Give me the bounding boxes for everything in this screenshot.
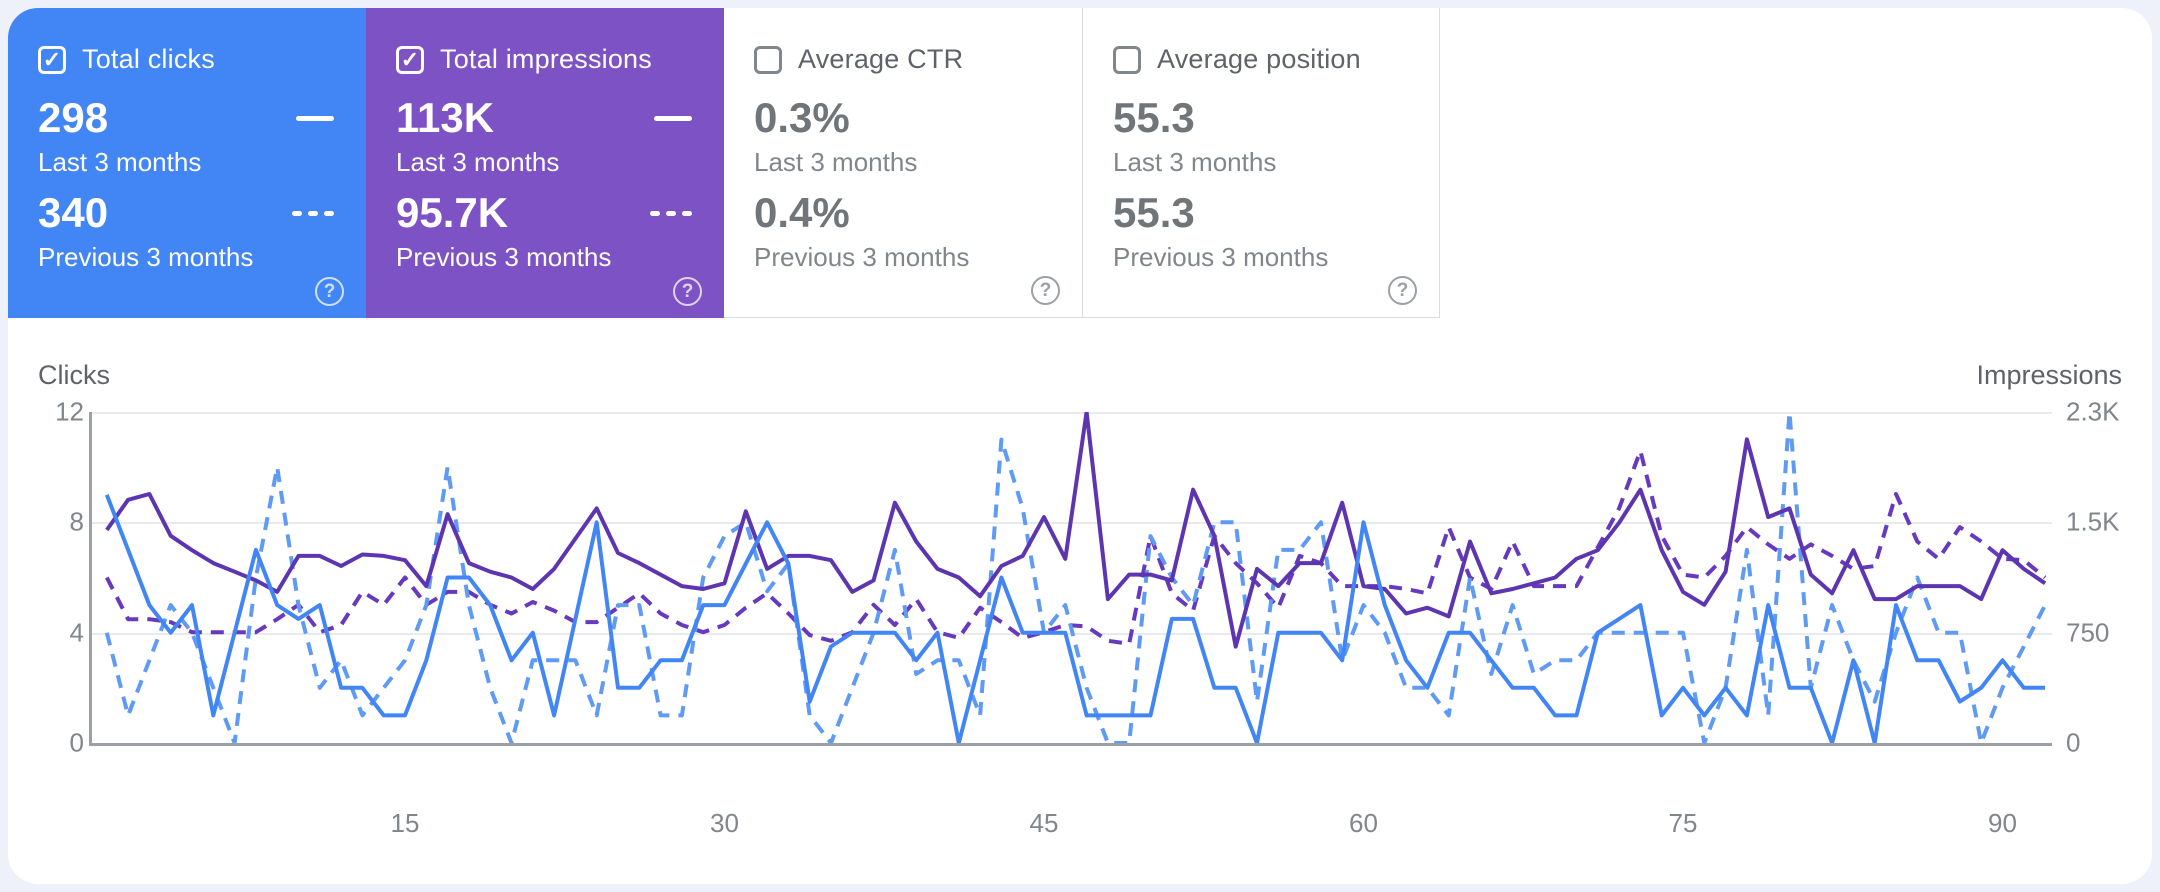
axis-tick-label: 0 [2066, 727, 2081, 758]
x-axis-line [89, 743, 2052, 746]
series-dashed-clicks [104, 412, 2047, 743]
metric-card-header: ✓ Total impressions [396, 44, 700, 75]
current-period-label: Last 3 months [38, 147, 202, 177]
current-value-row: 55.3 [1113, 97, 1415, 139]
help-icon[interactable]: ? [1388, 276, 1417, 305]
previous-value: 340 [38, 189, 109, 236]
axis-tick-label: 1.5K [2066, 506, 2120, 537]
dashed-line-legend-icon [650, 210, 692, 216]
x-axis-tick-label: 30 [710, 808, 739, 838]
series-solid-clicks [104, 494, 2046, 743]
metric-checkbox[interactable] [754, 45, 782, 74]
metric-card-header: ✓ Total clicks [38, 44, 342, 75]
current-value-row: 298 [38, 97, 342, 139]
current-value: 0.3% [754, 94, 850, 141]
current-value: 55.3 [1113, 94, 1195, 141]
gridline [92, 412, 2052, 414]
current-value-row: 113K [396, 97, 700, 139]
metric-card-average-position[interactable]: Average position 55.3 Last 3 months 55.3… [1082, 8, 1440, 318]
current-period-label: Last 3 months [396, 147, 560, 177]
current-value: 298 [38, 94, 109, 141]
current-period-label: Last 3 months [1113, 147, 1277, 177]
dashed-line-legend-icon [292, 210, 334, 216]
axis-tick-label: 750 [2066, 617, 2110, 648]
metric-card-total-impressions[interactable]: ✓ Total impressions 113K Last 3 months 9… [366, 8, 724, 318]
solid-line-legend-icon [654, 115, 692, 121]
metric-checkbox[interactable]: ✓ [396, 45, 424, 74]
metric-checkbox[interactable]: ✓ [38, 45, 66, 74]
performance-panel: ✓ Total clicks 298 Last 3 months 340 Pre… [8, 8, 2152, 884]
axis-tick-label: 2.3K [2066, 396, 2120, 427]
previous-period-label: Previous 3 months [396, 242, 612, 272]
x-axis-tick-label: 90 [1988, 808, 2017, 838]
x-axis-tick-label: 45 [1029, 808, 1059, 838]
series-solid-impressions [105, 412, 2047, 649]
previous-value: 55.3 [1113, 189, 1195, 236]
right-axis-title: Impressions [1976, 360, 2122, 390]
previous-period-label: Previous 3 months [754, 242, 970, 272]
previous-value: 0.4% [754, 189, 850, 236]
previous-period-label: Previous 3 months [1113, 242, 1329, 272]
current-value: 113K [396, 94, 495, 141]
series-dashed-impressions [105, 448, 2047, 646]
axis-tick-label: 8 [69, 506, 84, 537]
previous-value: 95.7K [396, 189, 509, 236]
help-icon[interactable]: ? [673, 277, 702, 306]
x-axis-tick-label: 15 [390, 808, 420, 838]
solid-line-legend-icon [296, 115, 334, 121]
metric-card-label: Total impressions [440, 44, 652, 74]
previous-value-row: 340 [38, 192, 342, 234]
metric-card-label: Average CTR [798, 44, 964, 74]
metric-cards-row: ✓ Total clicks 298 Last 3 months 340 Pre… [8, 8, 1440, 318]
left-axis-title: Clicks [38, 360, 110, 390]
performance-chart[interactable] [89, 412, 2052, 746]
metric-card-label: Total clicks [82, 44, 215, 74]
previous-value-row: 0.4% [754, 192, 1058, 234]
x-axis-tick-label: 60 [1349, 808, 1378, 838]
axis-tick-label: 0 [69, 727, 84, 758]
axis-tick-label: 4 [69, 617, 84, 648]
y-axis-line [89, 412, 92, 746]
previous-value-row: 55.3 [1113, 192, 1415, 234]
previous-value-row: 95.7K [396, 192, 700, 234]
metric-checkbox[interactable] [1113, 45, 1141, 74]
current-period-label: Last 3 months [754, 147, 918, 177]
axis-tick-label: 12 [55, 396, 84, 427]
previous-period-label: Previous 3 months [38, 242, 254, 272]
metric-card-header: Average position [1113, 44, 1415, 75]
current-value-row: 0.3% [754, 97, 1058, 139]
x-axis-tick-label: 75 [1668, 808, 1698, 838]
metric-card-average-ctr[interactable]: Average CTR 0.3% Last 3 months 0.4% Prev… [724, 8, 1082, 318]
metric-card-label: Average position [1157, 44, 1361, 74]
help-icon[interactable]: ? [1031, 276, 1060, 305]
metric-card-total-clicks[interactable]: ✓ Total clicks 298 Last 3 months 340 Pre… [8, 8, 366, 318]
metric-card-header: Average CTR [754, 44, 1058, 75]
help-icon[interactable]: ? [315, 277, 344, 306]
